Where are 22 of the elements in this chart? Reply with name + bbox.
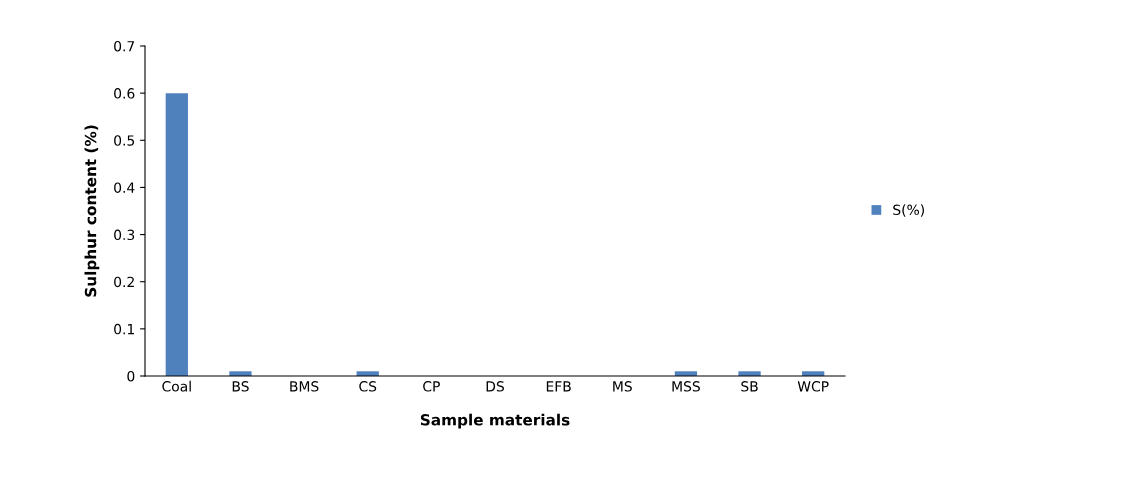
- x-tick-label: Coal: [162, 380, 191, 392]
- y-tick-label: 0.5: [114, 135, 135, 146]
- x-tick-label: MS: [613, 381, 632, 392]
- x-tick-label: BS: [232, 381, 249, 392]
- y-tick-label: 0.4: [114, 182, 135, 193]
- y-axis-title: Sulphur content (%): [84, 125, 100, 297]
- x-tick-label: BMS: [290, 381, 319, 392]
- y-tick-label: 0.3: [114, 229, 135, 241]
- y-tick-label: 0.1: [114, 323, 134, 335]
- x-tick-label: DS: [486, 381, 504, 392]
- x-tick-label: WCP: [797, 381, 829, 392]
- x-tick-label: CP: [423, 381, 440, 392]
- x-axis-title: Sample materials: [420, 413, 570, 429]
- legend-label: S(%): [893, 204, 924, 217]
- y-tick-label: 0.2: [114, 276, 134, 288]
- y-tick-label: 0: [127, 370, 135, 382]
- y-tick-label: 0.6: [114, 88, 135, 99]
- x-tick-label: CS: [359, 381, 377, 392]
- x-tick-label: SB: [741, 381, 758, 392]
- y-tick-label: 0.7: [114, 40, 135, 52]
- x-tick-label: EFB: [546, 381, 571, 392]
- x-tick-label: MSS: [672, 381, 700, 392]
